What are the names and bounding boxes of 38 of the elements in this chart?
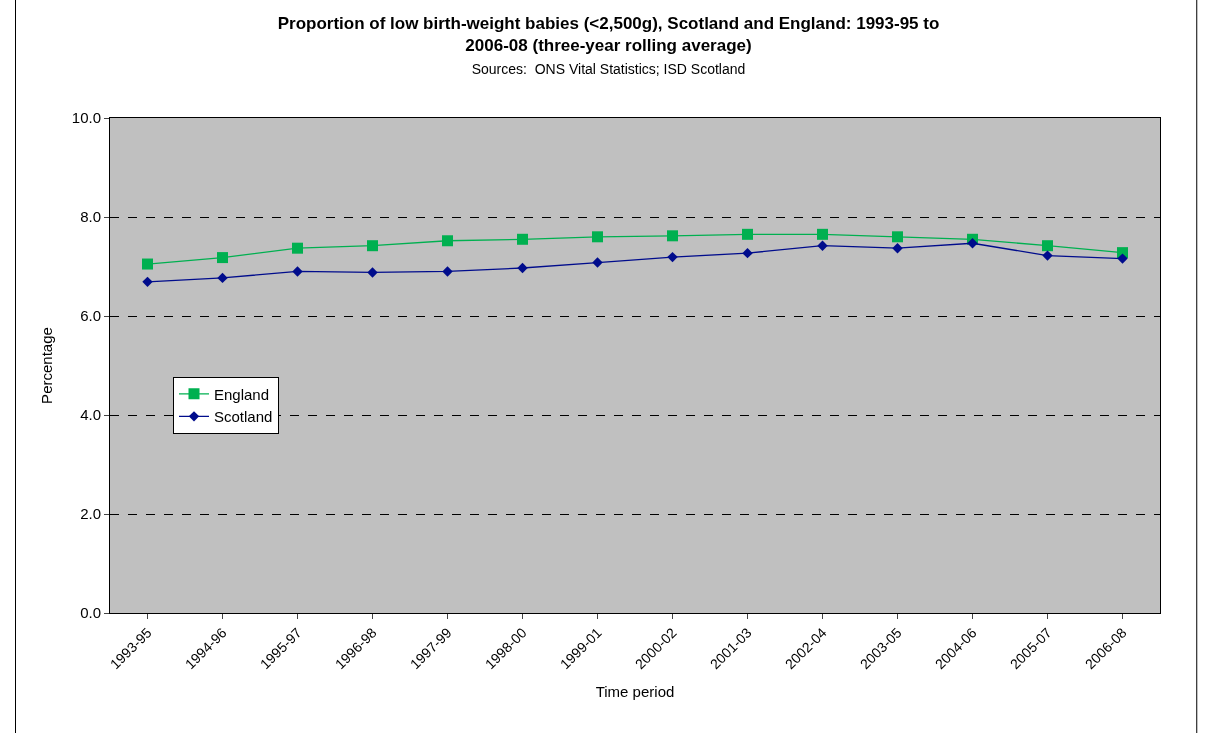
point — [817, 228, 828, 240]
point — [742, 247, 753, 259]
y-tick-label: 8.0 — [80, 208, 101, 226]
x-axis-title: Time period — [595, 683, 675, 701]
y-tick-label: 2.0 — [80, 505, 101, 523]
point — [367, 267, 378, 278]
point — [142, 276, 153, 288]
chart-subtitle: Sources: ONS Vital Statistics; ISD Scotland — [471, 60, 746, 77]
y-axis-title: Percentage — [38, 327, 56, 404]
point — [217, 252, 228, 264]
point — [142, 258, 153, 270]
y-tick-label: 0.0 — [80, 604, 101, 622]
point — [667, 230, 678, 242]
point — [592, 231, 603, 243]
point — [517, 262, 528, 274]
legend-label: England — [214, 385, 270, 403]
point — [367, 240, 378, 252]
point — [1042, 240, 1053, 252]
y-tick-label: 6.0 — [80, 307, 101, 325]
point — [442, 235, 453, 247]
point — [892, 242, 903, 254]
point — [292, 242, 303, 254]
point — [592, 257, 603, 268]
point — [667, 251, 678, 263]
y-tick-label: 10.0 — [71, 109, 101, 127]
point — [217, 272, 228, 284]
point — [1117, 253, 1128, 264]
point — [742, 228, 753, 240]
point — [442, 266, 453, 277]
point — [967, 238, 978, 249]
point — [1042, 250, 1053, 261]
point — [817, 240, 828, 251]
legend-label: Scotland — [214, 408, 273, 426]
y-tick-label: 4.0 — [80, 406, 101, 424]
point — [892, 231, 903, 243]
point — [517, 233, 528, 245]
point — [292, 266, 303, 277]
chart-title: Proportion of low birth-weight babies (<2,500g), Scotland and England: 1993-95 to 2006-08 (three-year rolling average) — [277, 14, 940, 56]
